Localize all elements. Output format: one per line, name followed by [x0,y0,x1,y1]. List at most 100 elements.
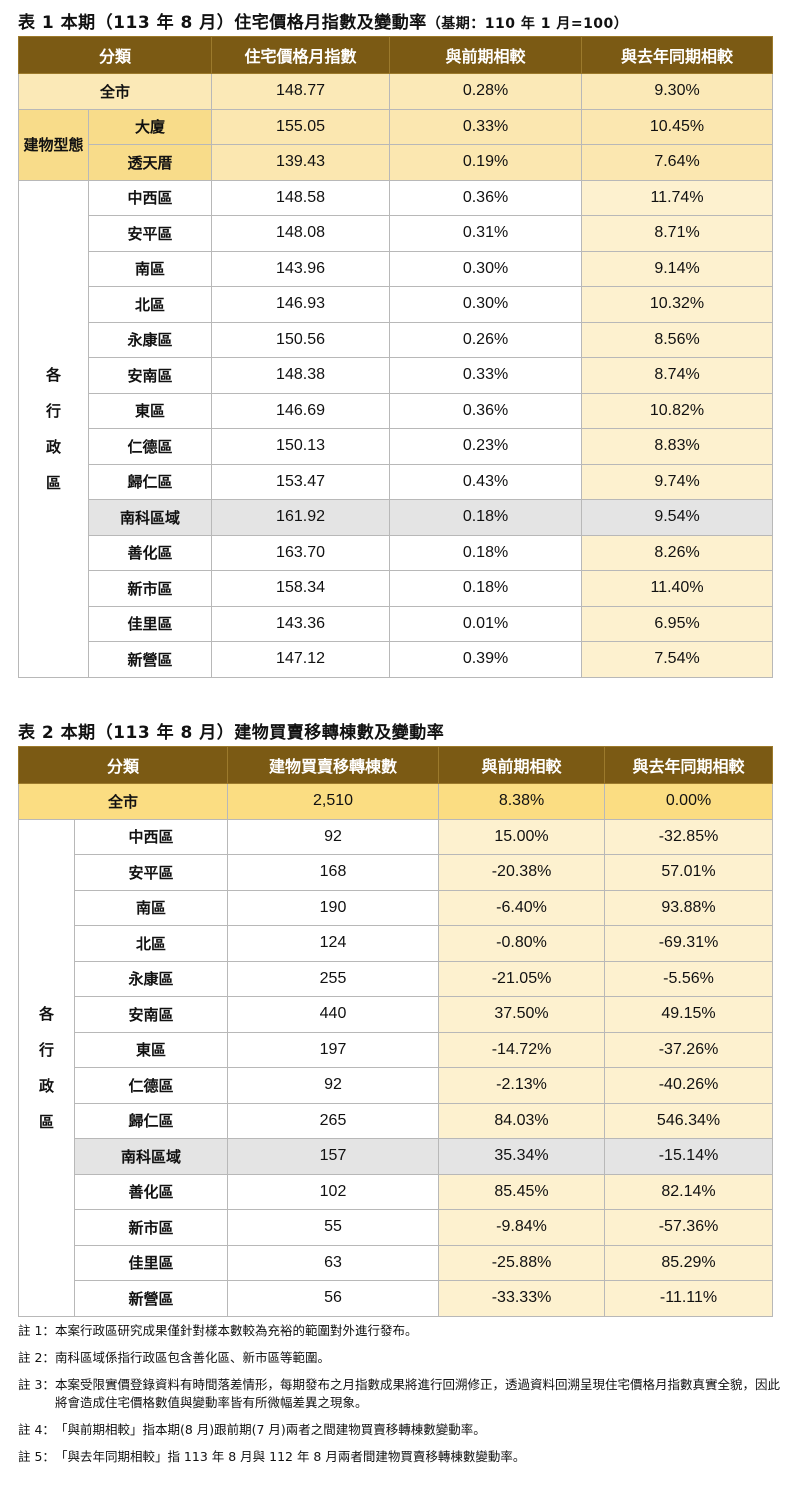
table2-district-label: 東區 [73,1031,229,1068]
table1-district-index: 148.58 [211,179,391,216]
table2-district-count: 157 [227,1138,440,1175]
table2-district-label: 永康區 [73,960,229,997]
table1-district-mom: 0.43% [389,463,583,500]
table2-district-yoy: 85.29% [604,1244,774,1281]
table1-district-yoy: 10.82% [581,392,774,429]
table1-district-yoy: 9.14% [581,250,774,287]
table2-district-yoy: -37.26% [604,1031,774,1068]
table1-district-row: 北區 146.93 0.30% 10.32% [19,286,774,323]
table2-district-mom: -25.88% [438,1244,606,1281]
table2-district-count: 168 [227,854,440,891]
table2-district-label: 北區 [73,925,229,962]
table1-district-yoy: 9.74% [581,463,774,500]
table2-district-row: 歸仁區 265 84.03% 546.34% [19,1102,774,1139]
table1-district-label: 東區 [87,392,213,429]
table2-total-yoy: 0.00% [604,783,774,820]
table1-district-label: 北區 [87,286,213,323]
table1-district-index: 143.36 [211,605,391,642]
table2-district-yoy: -40.26% [604,1067,774,1104]
table2-district-mom: -2.13% [438,1067,606,1104]
table1-subtitle: （基期：110 年 1 月=100） [426,16,629,32]
table1-building-type-yoy: 7.64% [581,144,774,181]
table2-district-mom: -0.80% [438,925,606,962]
table2-district-group-text: 各行政區 [38,1004,54,1131]
table1-building-type-index: 139.43 [211,144,391,181]
table2-district-row: 佳里區 63 -25.88% 85.29% [19,1244,774,1281]
table1-district-label: 善化區 [87,534,213,571]
table2-district-mom: 37.50% [438,996,606,1033]
table2-district-count: 255 [227,960,440,997]
table2-district-count: 265 [227,1102,440,1139]
table2-district-count: 102 [227,1173,440,1210]
table1-district-label: 永康區 [87,321,213,358]
table1-district-row: 仁德區 150.13 0.23% 8.83% [19,428,774,465]
table1-header-index: 住宅價格月指數 [211,36,391,74]
table2-district-yoy: -5.56% [604,960,774,997]
table1-building-type-index: 155.05 [211,108,391,145]
table1-district-row: 歸仁區 153.47 0.43% 9.74% [19,463,774,500]
table2-district-label: 歸仁區 [73,1102,229,1139]
table1-title: 表 1 本期（113 年 8 月）住宅價格月指數及變動率（基期：110 年 1 … [18,8,628,33]
table1-district-row: 南科區域 161.92 0.18% 9.54% [19,499,774,536]
table1-title-text: 表 1 本期（113 年 8 月）住宅價格月指數及變動率 [18,13,427,33]
table2-district-count: 124 [227,925,440,962]
footnote: 註 2： 南科區域係指行政區包含善化區、新市區等範圍。 [18,1349,780,1367]
table1-district-group-label: 各行政區 [18,179,89,678]
table2-title: 表 2 本期（113 年 8 月）建物買賣移轉棟數及變動率 [18,718,444,743]
table1-district-mom: 0.23% [389,428,583,465]
table1-district-row: 南區 143.96 0.30% 9.14% [19,250,774,287]
table1-district-yoy: 7.54% [581,641,774,678]
table2-district-yoy: -32.85% [604,818,774,855]
table2-district-yoy: 546.34% [604,1102,774,1139]
table2-district-mom: 84.03% [438,1102,606,1139]
table1-district-yoy: 6.95% [581,605,774,642]
table1-total-yoy: 9.30% [581,73,774,110]
table2-district-row: 南科區域 157 35.34% -15.14% [19,1138,774,1175]
table2-district-yoy: 57.01% [604,854,774,891]
table2-district-count: 56 [227,1280,440,1317]
table2-district-mom: -33.33% [438,1280,606,1317]
table2-header-yoy: 與去年同期相較 [604,746,774,784]
table2-district-mom: -20.38% [438,854,606,891]
table1-district-label: 安南區 [87,357,213,394]
table2-district-yoy: -11.11% [604,1280,774,1317]
footnote-key: 註 3： [18,1377,55,1392]
table2-district-row: 安平區 168 -20.38% 57.01% [19,854,774,891]
table1-district-index: 148.38 [211,357,391,394]
table2-header-category: 分類 [17,746,229,784]
table1-building-type-yoy: 10.45% [581,108,774,145]
table1-district-yoy: 9.54% [581,499,774,536]
table2-district-label: 仁德區 [73,1067,229,1104]
table1-district-yoy: 8.71% [581,215,774,252]
table2-district-label: 南區 [73,889,229,926]
table2-total-count: 2,510 [227,783,440,820]
table1-district-mom: 0.01% [389,605,583,642]
table2-district-row: 各行政區 中西區 92 15.00% -32.85% [18,818,774,1317]
table1-district-row: 佳里區 143.36 0.01% 6.95% [19,605,774,642]
table2-title-text: 表 2 本期（113 年 8 月）建物買賣移轉棟數及變動率 [18,723,445,743]
table2-district-label: 佳里區 [73,1244,229,1281]
table1-district-mom: 0.26% [389,321,583,358]
footnote-key: 註 4： [18,1422,55,1437]
table1-district-label: 新市區 [87,570,213,607]
table1-total-row: 全市 148.77 0.28% 9.30% [17,73,774,110]
table2-district-yoy: 49.15% [604,996,774,1033]
table1-district-index: 148.08 [211,215,391,252]
table1-header-category: 分類 [17,36,213,74]
table2-district-label: 新營區 [73,1280,229,1317]
table2-district-row: 永康區 255 -21.05% -5.56% [19,960,774,997]
table1-district-mom: 0.18% [389,570,583,607]
table2-district-count: 63 [227,1244,440,1281]
table2-district-count: 190 [227,889,440,926]
table1-district-label: 新營區 [87,641,213,678]
footnote-text: 「與前期相較」指本期(8 月)跟前期(7 月)兩者之間建物買賣移轉棟數變動率。 [54,1422,486,1437]
table2-district-label: 中西區 [73,818,229,855]
footnote-text: 本案行政區研究成果僅針對樣本數較為充裕的範圍對外進行發布。 [54,1323,418,1338]
table1-district-yoy: 11.74% [581,179,774,216]
footnotes: 註 1： 本案行政區研究成果僅針對樣本數較為充裕的範圍對外進行發布。註 2： 南科區… [18,1322,780,1475]
table1-district-row: 新營區 147.12 0.39% 7.54% [19,641,774,678]
table2-district-mom: 35.34% [438,1138,606,1175]
table1-district-index: 150.56 [211,321,391,358]
table1-district-label: 安平區 [87,215,213,252]
table1-district-row: 各行政區 中西區 148.58 0.36% 11.74% [18,179,774,678]
